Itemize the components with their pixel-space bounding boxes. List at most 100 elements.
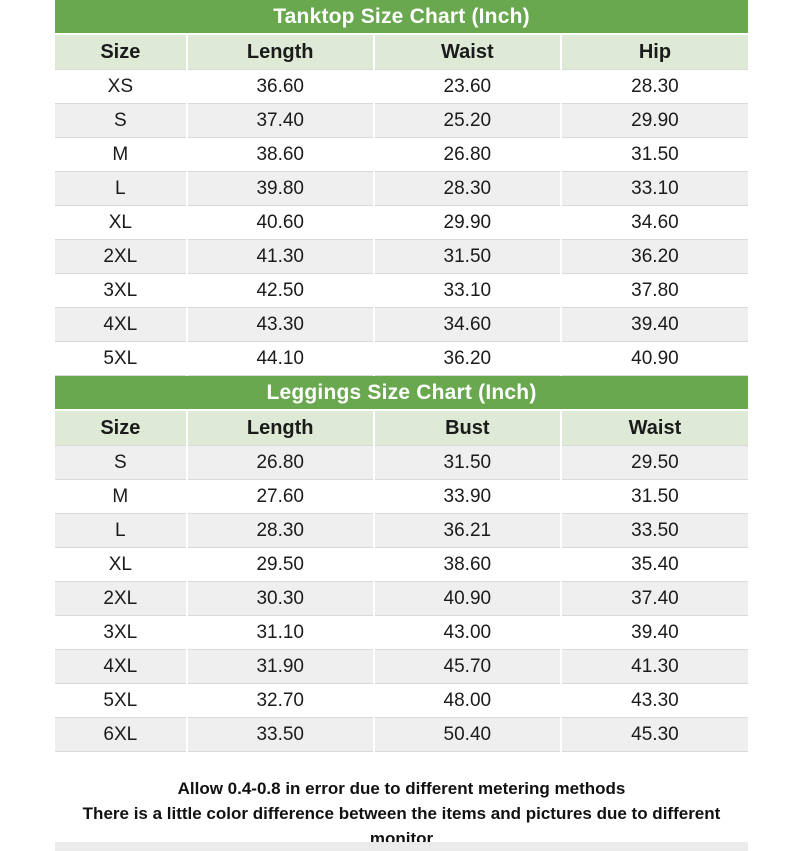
measurement-cell: 33.50 [185,717,374,752]
measurement-cell: 29.50 [559,445,748,480]
measurement-cell: 43.00 [372,615,561,650]
table-row: 6XL 33.50 50.40 45.30 [55,717,748,752]
size-cell: M [55,479,187,514]
table-row: M 38.60 26.80 31.50 [55,137,748,172]
measurement-cell: 28.30 [559,69,748,104]
column-header: Bust [372,411,561,446]
tanktop-header-row: Size Length Waist Hip [55,35,748,70]
measurement-cell: 31.10 [185,615,374,650]
measurement-cell: 36.60 [185,69,374,104]
size-cell: 2XL [55,239,187,274]
table-row: 3XL 31.10 43.00 39.40 [55,615,748,650]
table-row: 4XL 43.30 34.60 39.40 [55,307,748,342]
measurement-cell: 33.90 [372,479,561,514]
measurement-cell: 50.40 [372,717,561,752]
measurement-cell: 33.50 [559,513,748,548]
measurement-cell: 29.90 [372,205,561,240]
size-cell: 5XL [55,683,187,718]
column-header: Size [55,411,187,446]
size-cell: 6XL [55,717,187,752]
measurement-cell: 33.10 [372,273,561,308]
leggings-size-table: Size Length Bust Waist S 26.80 31.50 29.50 M 27.… [55,411,748,752]
measurement-cell: 32.70 [185,683,374,718]
measurement-cell: 31.50 [372,445,561,480]
measurement-cell: 41.30 [559,649,748,684]
leggings-header-row: Size Length Bust Waist [55,411,748,446]
measurement-cell: 39.80 [185,171,374,206]
size-cell: S [55,445,187,480]
measurement-cell: 34.60 [559,205,748,240]
measurement-cell: 39.40 [559,615,748,650]
table-row: L 39.80 28.30 33.10 [55,171,748,206]
measurement-cell: 41.30 [185,239,374,274]
measurement-cell: 31.50 [372,239,561,274]
measurement-cell: 34.60 [372,307,561,342]
table-row: 5XL 32.70 48.00 43.30 [55,683,748,718]
table-row: 2XL 30.30 40.90 37.40 [55,581,748,616]
column-header: Waist [372,35,561,70]
footer-note-error-tolerance: Allow 0.4-0.8 in error due to different … [177,779,626,798]
measurement-cell: 37.80 [559,273,748,308]
table-row: S 26.80 31.50 29.50 [55,445,748,480]
column-header: Size [55,35,187,70]
column-header: Waist [559,411,748,446]
tanktop-table-title: Tanktop Size Chart (Inch) [55,0,748,35]
measurement-cell: 37.40 [559,581,748,616]
footer-notes: Allow 0.4-0.8 in error due to different … [55,752,748,851]
table-row: 3XL 42.50 33.10 37.80 [55,273,748,308]
measurement-cell: 36.20 [372,341,561,376]
measurement-cell: 42.50 [185,273,374,308]
measurement-cell: 43.30 [185,307,374,342]
measurement-cell: 45.30 [559,717,748,752]
column-header: Length [185,411,374,446]
leggings-table-title: Leggings Size Chart (Inch) [55,376,748,411]
measurement-cell: 29.50 [185,547,374,582]
size-cell: XS [55,69,187,104]
table-row: XS 36.60 23.60 28.30 [55,69,748,104]
measurement-cell: 40.60 [185,205,374,240]
measurement-cell: 28.30 [185,513,374,548]
size-cell: 3XL [55,273,187,308]
bottom-edge-strip [55,842,748,851]
measurement-cell: 40.90 [559,341,748,376]
measurement-cell: 44.10 [185,341,374,376]
measurement-cell: 39.40 [559,307,748,342]
measurement-cell: 31.90 [185,649,374,684]
tanktop-size-table: Size Length Waist Hip XS 36.60 23.60 28.30 S 37.… [55,35,748,376]
measurement-cell: 38.60 [185,137,374,172]
size-chart-sheet: Tanktop Size Chart (Inch) Size Length Wais… [55,0,748,851]
measurement-cell: 29.90 [559,103,748,138]
measurement-cell: 31.50 [559,479,748,514]
table-row: 4XL 31.90 45.70 41.30 [55,649,748,684]
table-row: S 37.40 25.20 29.90 [55,103,748,138]
measurement-cell: 31.50 [559,137,748,172]
measurement-cell: 38.60 [372,547,561,582]
measurement-cell: 36.21 [372,513,561,548]
size-cell: M [55,137,187,172]
measurement-cell: 28.30 [372,171,561,206]
size-cell: 4XL [55,307,187,342]
size-cell: L [55,513,187,548]
measurement-cell: 25.20 [372,103,561,138]
table-row: 2XL 41.30 31.50 36.20 [55,239,748,274]
measurement-cell: 36.20 [559,239,748,274]
table-row: L 28.30 36.21 33.50 [55,513,748,548]
size-cell: XL [55,547,187,582]
column-header: Length [185,35,374,70]
size-cell: S [55,103,187,138]
size-cell: 2XL [55,581,187,616]
size-cell: 4XL [55,649,187,684]
measurement-cell: 23.60 [372,69,561,104]
measurement-cell: 43.30 [559,683,748,718]
measurement-cell: 26.80 [372,137,561,172]
table-row: XL 29.50 38.60 35.40 [55,547,748,582]
measurement-cell: 45.70 [372,649,561,684]
measurement-cell: 26.80 [185,445,374,480]
measurement-cell: 27.60 [185,479,374,514]
table-row: XL 40.60 29.90 34.60 [55,205,748,240]
size-cell: 5XL [55,341,187,376]
measurement-cell: 48.00 [372,683,561,718]
table-row: M 27.60 33.90 31.50 [55,479,748,514]
measurement-cell: 33.10 [559,171,748,206]
measurement-cell: 35.40 [559,547,748,582]
